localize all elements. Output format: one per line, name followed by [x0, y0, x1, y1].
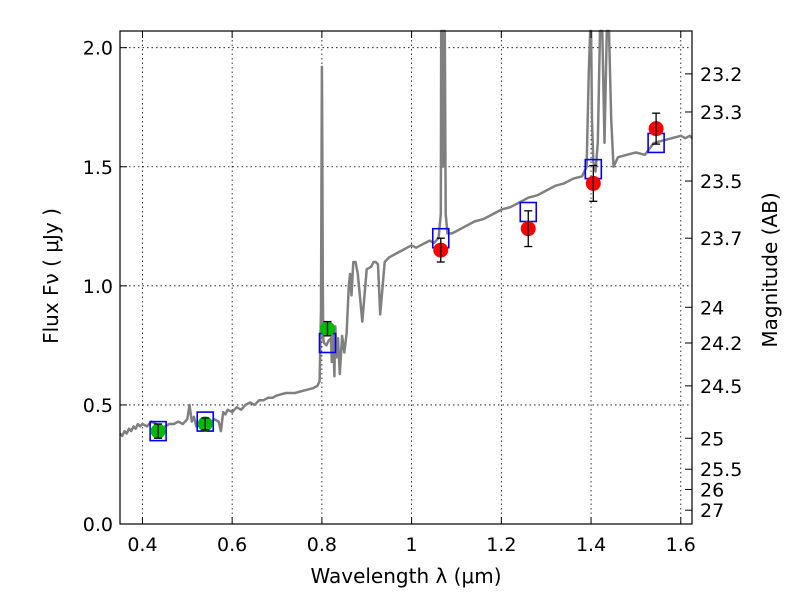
model-flux-box — [149, 420, 167, 442]
plot-area — [119, 29, 693, 442]
right-tick-label: 24.5 — [700, 376, 742, 398]
right-tick-label: 23.2 — [700, 64, 742, 86]
x-tick-label: 0.8 — [307, 534, 337, 556]
y-axis-label: Flux Fν ( μJy ) — [39, 208, 63, 344]
x-tick-label: 1.2 — [486, 534, 516, 556]
y-tick-label: 1.0 — [83, 276, 113, 298]
right-tick-label: 26 — [700, 479, 724, 501]
x-tick-label: 1.6 — [666, 534, 696, 556]
x-tick-label: 1.4 — [576, 534, 606, 556]
error-bars — [154, 112, 661, 439]
y-tick-label: 0.0 — [83, 514, 113, 536]
right-tick-label: 23.5 — [700, 171, 742, 193]
x-tick-label: 0.4 — [127, 534, 157, 556]
spectrum-line — [119, 29, 693, 438]
right-tick-label: 25.5 — [700, 459, 742, 481]
grid-lines — [120, 31, 692, 525]
x-axis-label: Wavelength λ (μm) — [310, 564, 501, 588]
right-tick-label: 23.7 — [700, 228, 742, 250]
y-tick-label: 0.5 — [83, 395, 113, 417]
right-tick-label: 24 — [700, 297, 724, 319]
y-tick-label: 2.0 — [83, 38, 113, 60]
right-tick-label: 24.2 — [700, 333, 742, 355]
right-tick-label: 25 — [700, 428, 724, 450]
y-tick-label: 1.5 — [83, 157, 113, 179]
right-axis-label: Magnitude (AB) — [758, 192, 782, 347]
x-tick-label: 0.6 — [217, 534, 247, 556]
axis-ticks: 0.4 0.6 0.8 1 1.2 1.4 1.6 0.0 0.5 1.0 1.5 2.0 23.2 23… — [83, 31, 742, 556]
x-tick-label: 1 — [406, 534, 418, 556]
plot-frame — [119, 30, 693, 525]
right-tick-label: 23.3 — [700, 102, 742, 124]
right-tick-label: 27 — [700, 500, 724, 522]
